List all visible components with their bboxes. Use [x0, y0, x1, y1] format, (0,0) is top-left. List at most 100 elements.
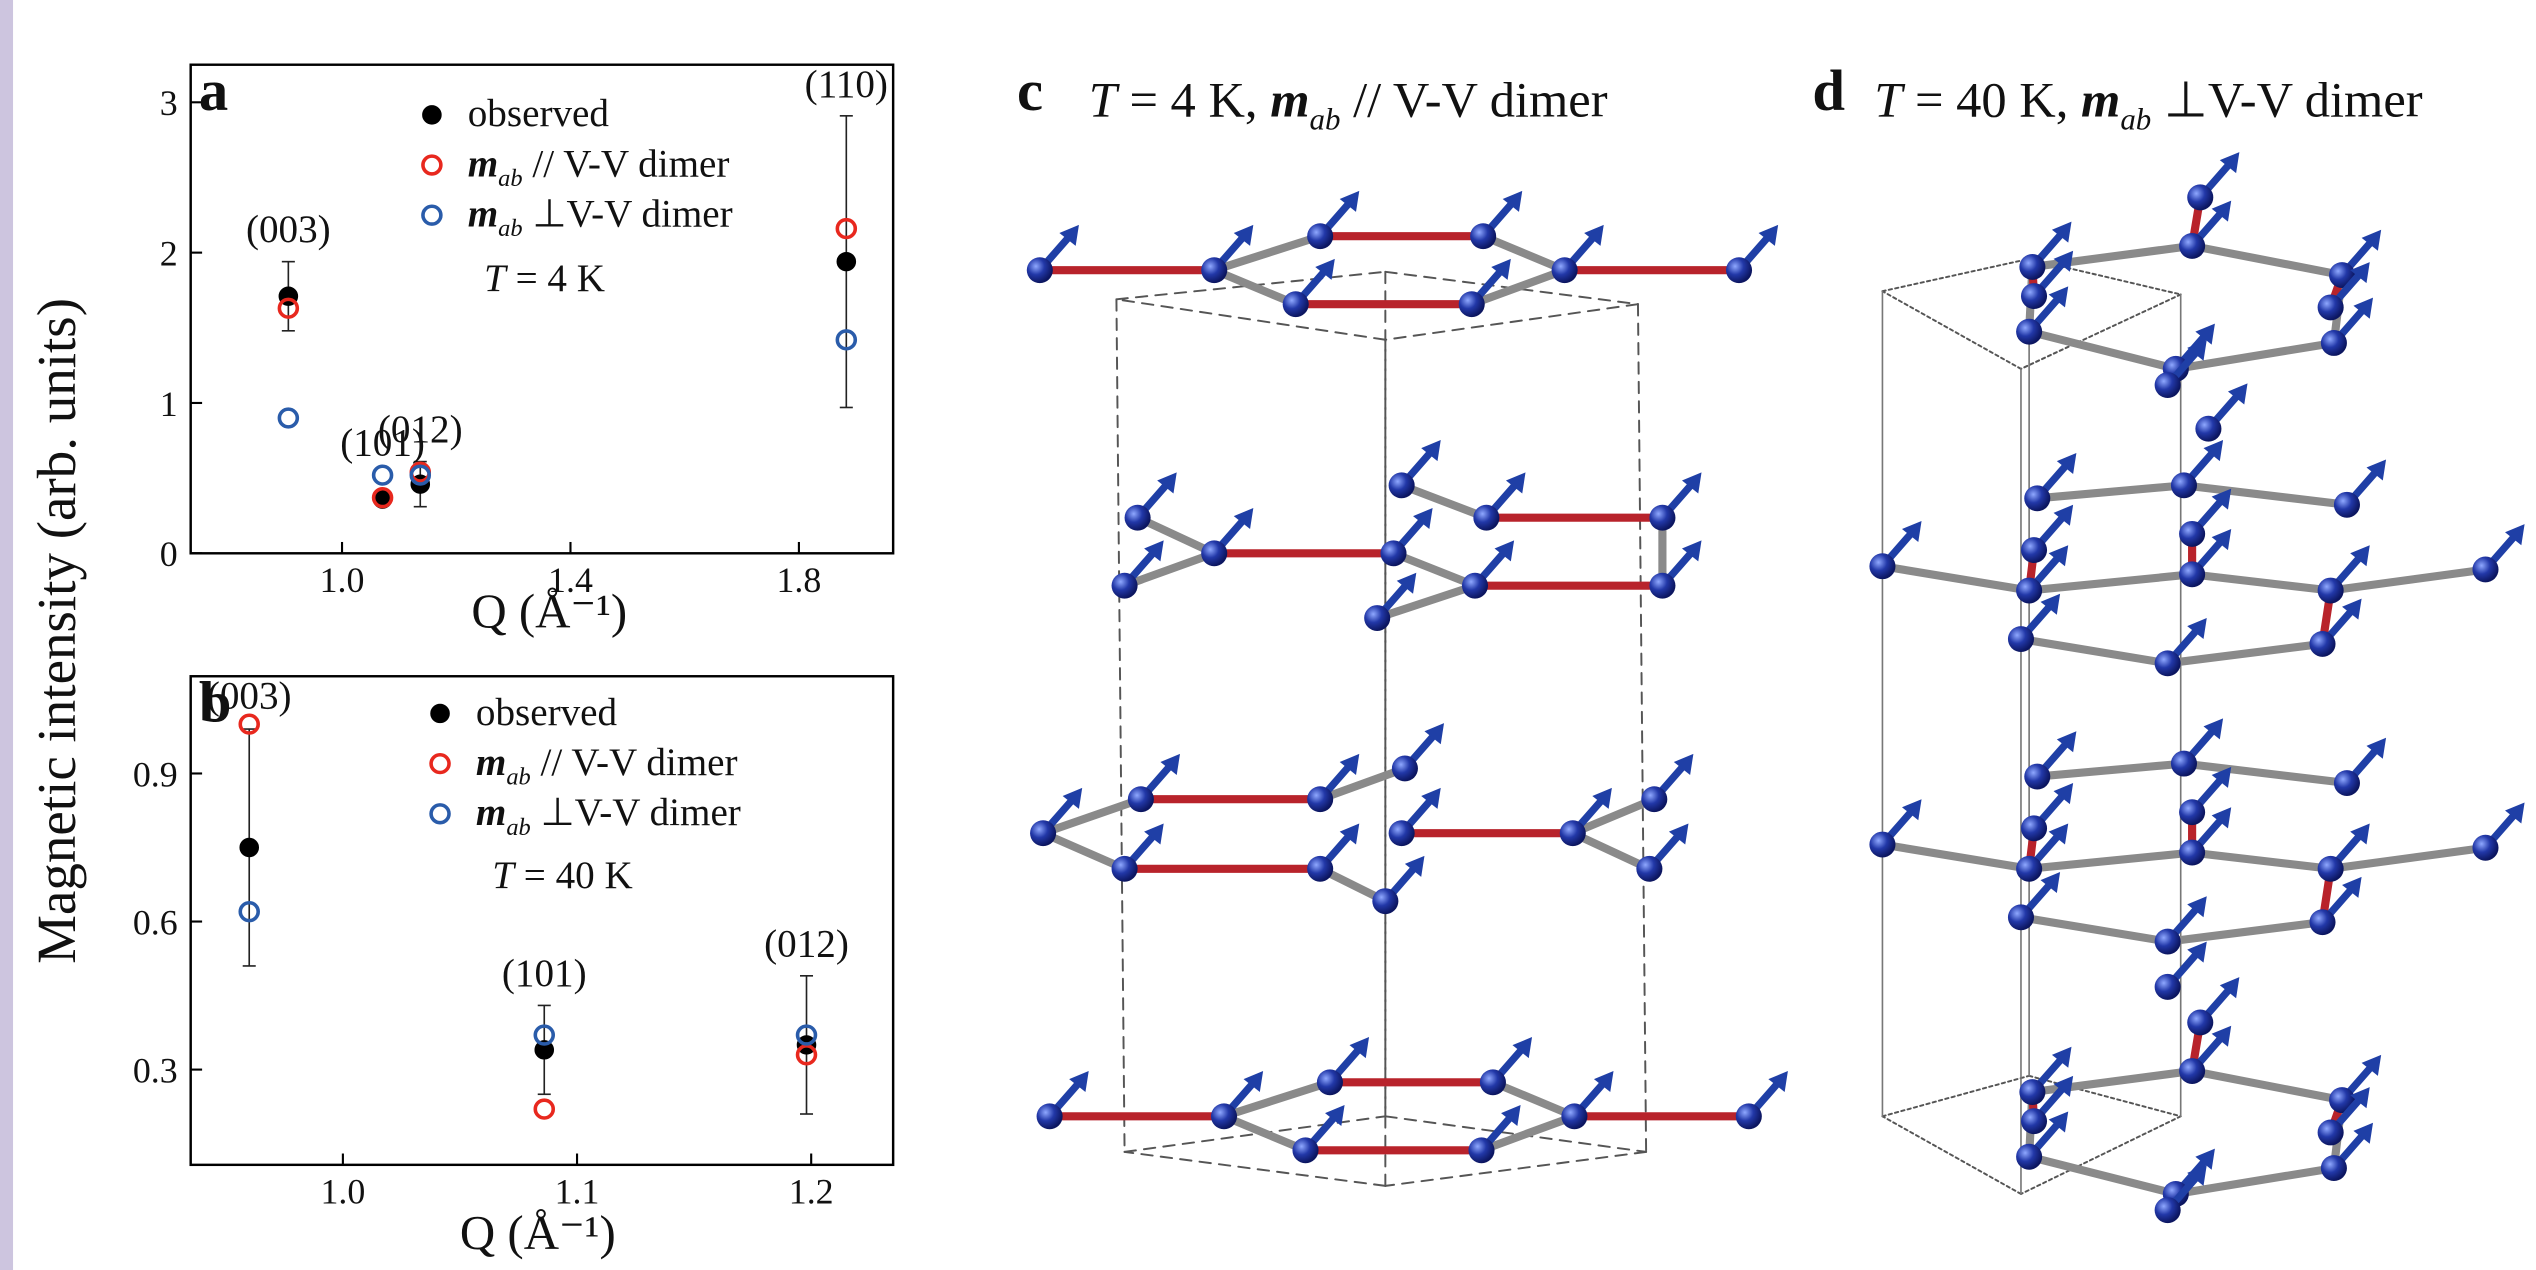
- y-tick-label: 0.9: [133, 755, 178, 795]
- atom: [2187, 184, 2213, 210]
- title-text: ⊥V-V dimer: [2151, 72, 2423, 128]
- atom: [2171, 472, 2197, 498]
- bond: [1638, 304, 1646, 1152]
- x-tick-label: 1.2: [789, 1172, 834, 1212]
- atom: [1112, 856, 1138, 882]
- peak-label: (101): [502, 952, 587, 995]
- x-tick-label: 1.8: [776, 560, 821, 600]
- bond: [2331, 848, 2486, 869]
- title-text: = 4 K,: [1117, 72, 1270, 128]
- atom: [2179, 561, 2205, 587]
- atom: [2334, 770, 2360, 796]
- atom: [1037, 1103, 1063, 1129]
- atom: [1307, 786, 1333, 812]
- legend-entry: observed: [476, 691, 618, 734]
- data-point: [535, 1100, 553, 1118]
- atom: [2024, 485, 2050, 511]
- atom: [2179, 521, 2205, 547]
- bond: [1483, 236, 1564, 270]
- atom: [2016, 319, 2042, 345]
- peak-label: (003): [207, 675, 292, 718]
- title-subscript: ab: [1309, 103, 1340, 137]
- legend-symbol: m: [468, 193, 498, 236]
- legend-subscript: ab: [498, 215, 522, 242]
- legend-text: // V-V dimer: [531, 741, 738, 784]
- panel-label: c: [1017, 58, 1043, 123]
- atom: [1027, 257, 1053, 283]
- condition-label: T = 40 K: [492, 854, 633, 897]
- atom: [1128, 786, 1154, 812]
- bond: [2192, 1071, 2342, 1100]
- legend-subscript: ab: [506, 814, 530, 841]
- atom: [1112, 573, 1138, 599]
- y-tick-label: 0: [160, 534, 178, 574]
- legend-entry: mab // V-V dimer: [476, 741, 738, 791]
- atom: [1473, 505, 1499, 531]
- atom: [2318, 1120, 2344, 1146]
- atom: [1201, 257, 1227, 283]
- condition-symbol: T: [492, 854, 516, 897]
- atom: [1468, 1137, 1494, 1163]
- atom: [1869, 553, 1895, 579]
- atom: [1392, 756, 1418, 782]
- bond: [1125, 1152, 1386, 1186]
- peak-label: (003): [246, 208, 331, 251]
- title-symbol: T: [1874, 72, 1905, 128]
- atom: [2179, 1058, 2205, 1084]
- legend-text: // V-V dimer: [523, 142, 730, 185]
- peak-label: (110): [805, 63, 888, 106]
- bond: [1402, 485, 1487, 517]
- y-tick-label: 3: [160, 83, 178, 123]
- bond: [1385, 304, 1638, 340]
- title-text: // V-V dimer: [1340, 72, 1607, 128]
- atom: [1317, 1069, 1343, 1095]
- atom: [2318, 856, 2344, 882]
- atom: [2179, 840, 2205, 866]
- bond: [1882, 291, 2021, 369]
- atom: [1283, 291, 1309, 317]
- condition-symbol: T: [484, 257, 508, 300]
- atom: [1380, 540, 1406, 566]
- bond: [2184, 764, 2347, 783]
- bond: [2032, 1071, 2192, 1092]
- legend-marker: [431, 805, 449, 823]
- atom: [2171, 751, 2197, 777]
- atom: [1462, 573, 1488, 599]
- bond: [1882, 259, 2029, 291]
- atom: [2016, 1144, 2042, 1170]
- y-tick-label: 0.6: [133, 903, 178, 943]
- atom: [1470, 223, 1496, 249]
- atom: [1649, 573, 1675, 599]
- bond: [2168, 922, 2323, 941]
- structure-title: T = 40 K, mab ⊥V-V dimer: [1874, 72, 2423, 137]
- legend-subscript: ab: [506, 764, 530, 791]
- atom: [1869, 832, 1895, 858]
- bond: [1493, 1082, 1574, 1116]
- title-symbol: T: [1089, 72, 1120, 128]
- bond: [2037, 485, 2184, 498]
- y-tick-label: 2: [160, 234, 178, 274]
- page: {"chart_data": [ {"type": "scatter", "pa…: [0, 0, 2536, 1270]
- bond: [1214, 270, 1295, 304]
- panel-label: a: [199, 58, 228, 123]
- atom: [1641, 786, 1667, 812]
- title-text: = 40 K,: [1902, 72, 2081, 128]
- atom: [1125, 505, 1151, 531]
- bond: [2029, 332, 2176, 369]
- atom: [2016, 856, 2042, 882]
- atom: [2318, 578, 2344, 604]
- legend-text: ⊥V-V dimer: [523, 193, 733, 236]
- atom: [2008, 626, 2034, 652]
- title-symbol: m: [2081, 72, 2120, 128]
- data-point: [374, 466, 392, 484]
- bond: [2331, 569, 2486, 590]
- bond: [2192, 853, 2331, 869]
- legend-symbol: m: [476, 791, 506, 834]
- structure-title: T = 4 K, mab // V-V dimer: [1089, 72, 1608, 137]
- figure: 1.01.41.80123aQ (Å⁻¹)Magnetic intensity …: [0, 0, 2536, 1270]
- legend-entry: mab ⊥V-V dimer: [476, 791, 741, 841]
- y-tick-label: 0.3: [133, 1051, 178, 1091]
- peak-label: (012): [378, 408, 463, 451]
- bond: [1043, 833, 1124, 869]
- atom: [2021, 537, 2047, 563]
